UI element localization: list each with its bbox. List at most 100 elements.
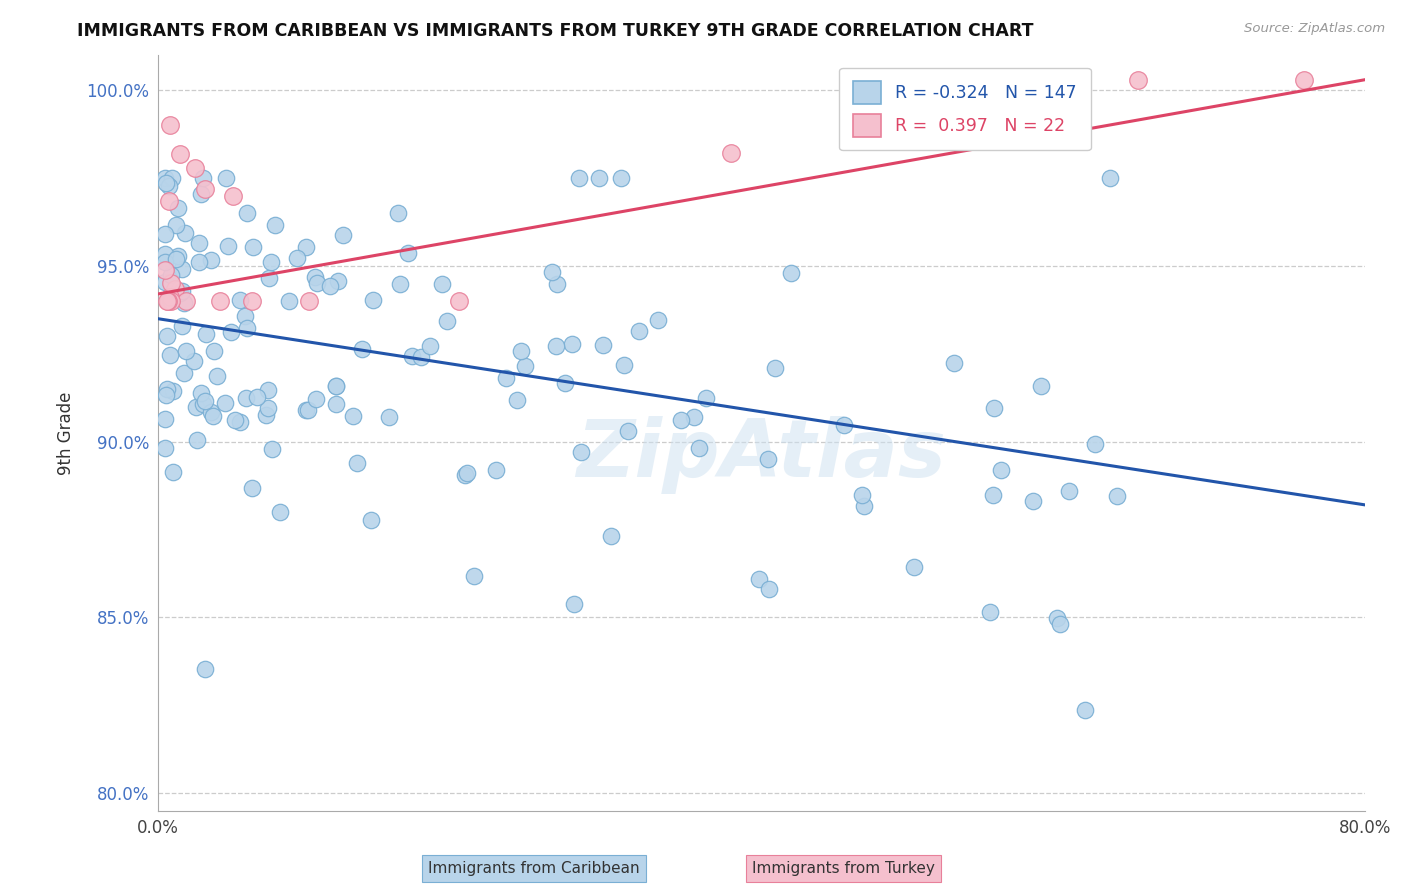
Point <box>456 466 478 480</box>
Point <box>387 206 409 220</box>
Point <box>1049 616 1071 631</box>
Point <box>256 383 278 397</box>
Point <box>903 560 925 574</box>
Point <box>235 391 257 405</box>
Point <box>401 349 423 363</box>
Point <box>513 359 536 374</box>
Point <box>454 468 477 483</box>
Point <box>240 294 263 309</box>
Point <box>396 245 419 260</box>
Point <box>780 266 803 280</box>
Point <box>153 255 176 269</box>
Point <box>224 413 246 427</box>
Point <box>214 396 236 410</box>
Point <box>647 313 669 327</box>
Point <box>159 119 181 133</box>
Point <box>627 324 650 338</box>
Point <box>162 466 184 480</box>
Point <box>194 662 217 676</box>
Point <box>242 240 264 254</box>
Point <box>295 240 318 254</box>
Point <box>219 325 242 339</box>
Point <box>990 463 1012 477</box>
Point <box>1084 437 1107 451</box>
Point <box>360 513 382 527</box>
Point <box>851 487 873 501</box>
Point <box>568 171 591 186</box>
Point <box>588 171 610 186</box>
Point <box>167 201 190 215</box>
Point <box>495 371 517 385</box>
Point <box>430 277 453 291</box>
Point <box>1074 703 1097 717</box>
Point <box>756 451 779 466</box>
Point <box>409 350 432 364</box>
Point <box>159 290 181 304</box>
Point <box>157 194 180 209</box>
Point <box>297 294 319 309</box>
Point <box>236 320 259 334</box>
Point <box>215 171 238 186</box>
Point <box>159 348 181 362</box>
Point <box>264 219 287 233</box>
Point <box>943 356 966 370</box>
Point <box>183 354 205 368</box>
Text: Source: ZipAtlas.com: Source: ZipAtlas.com <box>1244 22 1385 36</box>
Point <box>332 227 354 242</box>
Point <box>669 413 692 427</box>
Point <box>176 343 198 358</box>
Point <box>229 415 252 429</box>
Point <box>160 294 183 309</box>
Point <box>554 376 576 390</box>
Point <box>153 412 176 426</box>
Point <box>695 391 717 405</box>
Point <box>361 293 384 307</box>
Point <box>297 403 319 417</box>
Y-axis label: 9th Grade: 9th Grade <box>58 392 75 475</box>
Point <box>510 343 533 358</box>
Point <box>485 463 508 477</box>
Point <box>233 309 256 323</box>
Point <box>155 176 177 190</box>
Point <box>853 499 876 513</box>
Point <box>1057 484 1080 499</box>
Point <box>269 505 291 519</box>
Point <box>173 226 195 240</box>
Point <box>463 569 485 583</box>
Point <box>544 339 567 353</box>
Point <box>162 384 184 399</box>
Point <box>201 409 224 424</box>
Point <box>688 441 710 455</box>
Point <box>325 378 347 392</box>
Point <box>285 252 308 266</box>
Point <box>346 456 368 470</box>
Point <box>205 369 228 384</box>
Point <box>256 401 278 416</box>
Point <box>592 338 614 352</box>
Point <box>162 171 184 186</box>
Point <box>259 254 281 268</box>
Point <box>165 219 187 233</box>
Point <box>200 253 222 268</box>
Point <box>194 182 217 196</box>
Point <box>200 405 222 419</box>
Point <box>305 277 328 291</box>
Point <box>254 408 277 422</box>
Point <box>319 278 342 293</box>
Point <box>983 401 1005 415</box>
Text: ZipAtlas: ZipAtlas <box>576 417 946 494</box>
Point <box>1022 493 1045 508</box>
Point <box>610 171 633 186</box>
Point <box>208 294 231 309</box>
Point <box>191 397 214 411</box>
Point <box>190 385 212 400</box>
Point <box>569 445 592 459</box>
Point <box>1099 171 1122 186</box>
Point <box>188 236 211 251</box>
Point <box>326 274 349 288</box>
Point <box>155 294 177 309</box>
Point <box>325 397 347 411</box>
Text: IMMIGRANTS FROM CARIBBEAN VS IMMIGRANTS FROM TURKEY 9TH GRADE CORRELATION CHART: IMMIGRANTS FROM CARIBBEAN VS IMMIGRANTS … <box>77 22 1033 40</box>
Point <box>1107 489 1129 503</box>
Point <box>260 442 283 456</box>
